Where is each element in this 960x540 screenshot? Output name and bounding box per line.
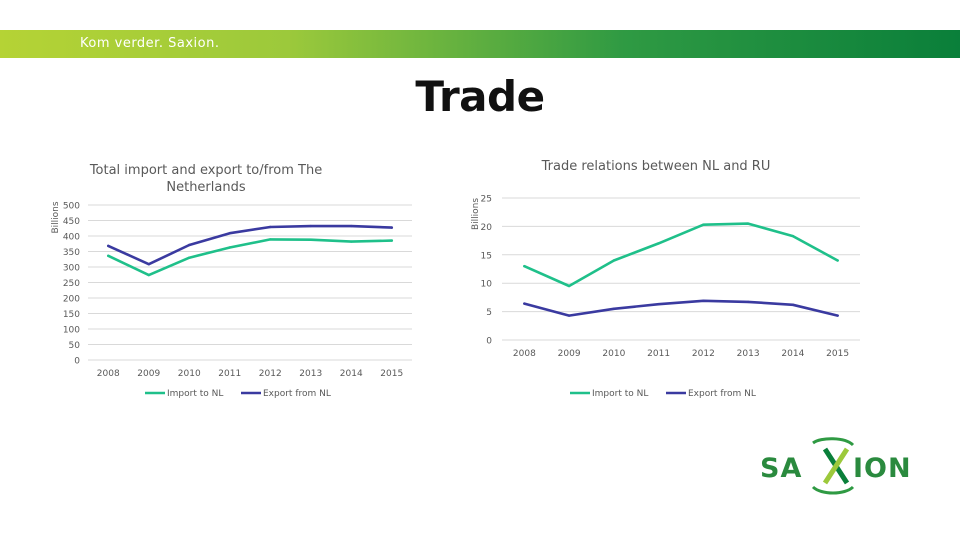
saxion-logo: SA ION — [760, 437, 912, 495]
tagline: Kom verder. Saxion. — [80, 36, 220, 51]
data-point — [836, 314, 839, 317]
x-tick-label: 2010 — [602, 349, 625, 359]
y-tick-label: 100 — [63, 326, 80, 336]
x-tick-label: 2012 — [692, 349, 715, 359]
x-tick-label: 2014 — [340, 369, 363, 379]
data-point — [228, 232, 231, 235]
series-line-export-from-nl — [523, 299, 839, 317]
y-tick-label: 400 — [63, 233, 80, 243]
data-point — [791, 234, 795, 238]
saxion-logo-text-right: ION — [853, 453, 912, 484]
y-tick-label: 10 — [481, 280, 493, 290]
y-tick-label: 20 — [481, 223, 493, 233]
y-tick-label: 350 — [63, 248, 80, 258]
data-point — [836, 259, 839, 262]
x-tick-label: 2009 — [558, 349, 581, 359]
y-tick-label: 5 — [486, 308, 492, 318]
data-point — [746, 300, 750, 304]
data-point — [390, 226, 393, 229]
chart-title: Total import and export to/from The — [89, 163, 322, 178]
data-point — [612, 259, 616, 262]
x-tick-label: 2011 — [647, 349, 670, 359]
data-point — [309, 224, 312, 228]
data-point — [228, 246, 231, 249]
x-tick-label: 2008 — [513, 349, 536, 359]
data-point — [567, 314, 571, 317]
data-point — [269, 238, 272, 241]
x-tick-label: 2013 — [299, 369, 322, 379]
x-tick-label: 2012 — [259, 369, 282, 379]
data-point — [702, 223, 705, 226]
legend-label: Import to NL — [592, 389, 648, 399]
chart-title: Trade relations between NL and RU — [541, 159, 771, 174]
y-tick-label: 50 — [69, 341, 81, 351]
y-tick-label: 0 — [486, 337, 492, 347]
x-tick-label: 2011 — [218, 369, 241, 379]
x-tick-label: 2008 — [97, 369, 120, 379]
data-point — [350, 224, 353, 228]
legend-label: Export from NL — [263, 389, 331, 399]
data-point — [746, 222, 750, 225]
y-tick-label: 15 — [481, 251, 492, 261]
y-tick-label: 150 — [63, 310, 80, 320]
data-point — [147, 263, 150, 266]
data-point — [523, 302, 526, 305]
y-tick-label: 300 — [63, 264, 80, 274]
y-axis-label: Billions — [471, 198, 481, 230]
y-tick-label: 250 — [63, 279, 80, 289]
data-point — [567, 284, 571, 288]
y-tick-label: 450 — [63, 217, 80, 227]
data-point — [523, 264, 526, 268]
x-tick-label: 2009 — [137, 369, 160, 379]
series-line-import-to-nl — [523, 222, 839, 288]
x-tick-label: 2015 — [826, 349, 849, 359]
x-tick-label: 2013 — [737, 349, 760, 359]
y-tick-label: 500 — [63, 202, 80, 212]
data-point — [147, 273, 150, 277]
y-tick-label: 25 — [481, 195, 492, 205]
x-tick-label: 2015 — [380, 369, 403, 379]
data-point — [107, 244, 110, 248]
x-tick-label: 2014 — [781, 349, 804, 359]
y-tick-label: 0 — [74, 357, 80, 367]
series-line-export-from-nl — [107, 224, 394, 266]
data-point — [350, 240, 353, 243]
data-point — [657, 303, 660, 306]
y-tick-label: 200 — [63, 295, 80, 305]
legend-label: Import to NL — [167, 389, 223, 399]
y-axis-label: Billions — [51, 201, 61, 233]
data-point — [188, 256, 191, 259]
data-point — [107, 254, 110, 258]
chart-title: Netherlands — [166, 180, 245, 195]
header-bar: Kom verder. Saxion. — [0, 30, 960, 58]
data-point — [390, 239, 393, 242]
data-point — [702, 299, 705, 303]
series-line-import-to-nl — [107, 238, 394, 277]
data-point — [269, 225, 272, 229]
data-point — [657, 242, 660, 245]
saxion-logo-text-left: SA — [760, 453, 802, 484]
data-point — [612, 307, 616, 310]
x-tick-label: 2010 — [178, 369, 201, 379]
legend-label: Export from NL — [688, 389, 756, 399]
data-point — [309, 238, 312, 241]
saxion-logo-mark — [811, 437, 855, 495]
page-title: Trade — [415, 72, 545, 121]
data-point — [791, 303, 795, 306]
data-point — [188, 243, 191, 247]
